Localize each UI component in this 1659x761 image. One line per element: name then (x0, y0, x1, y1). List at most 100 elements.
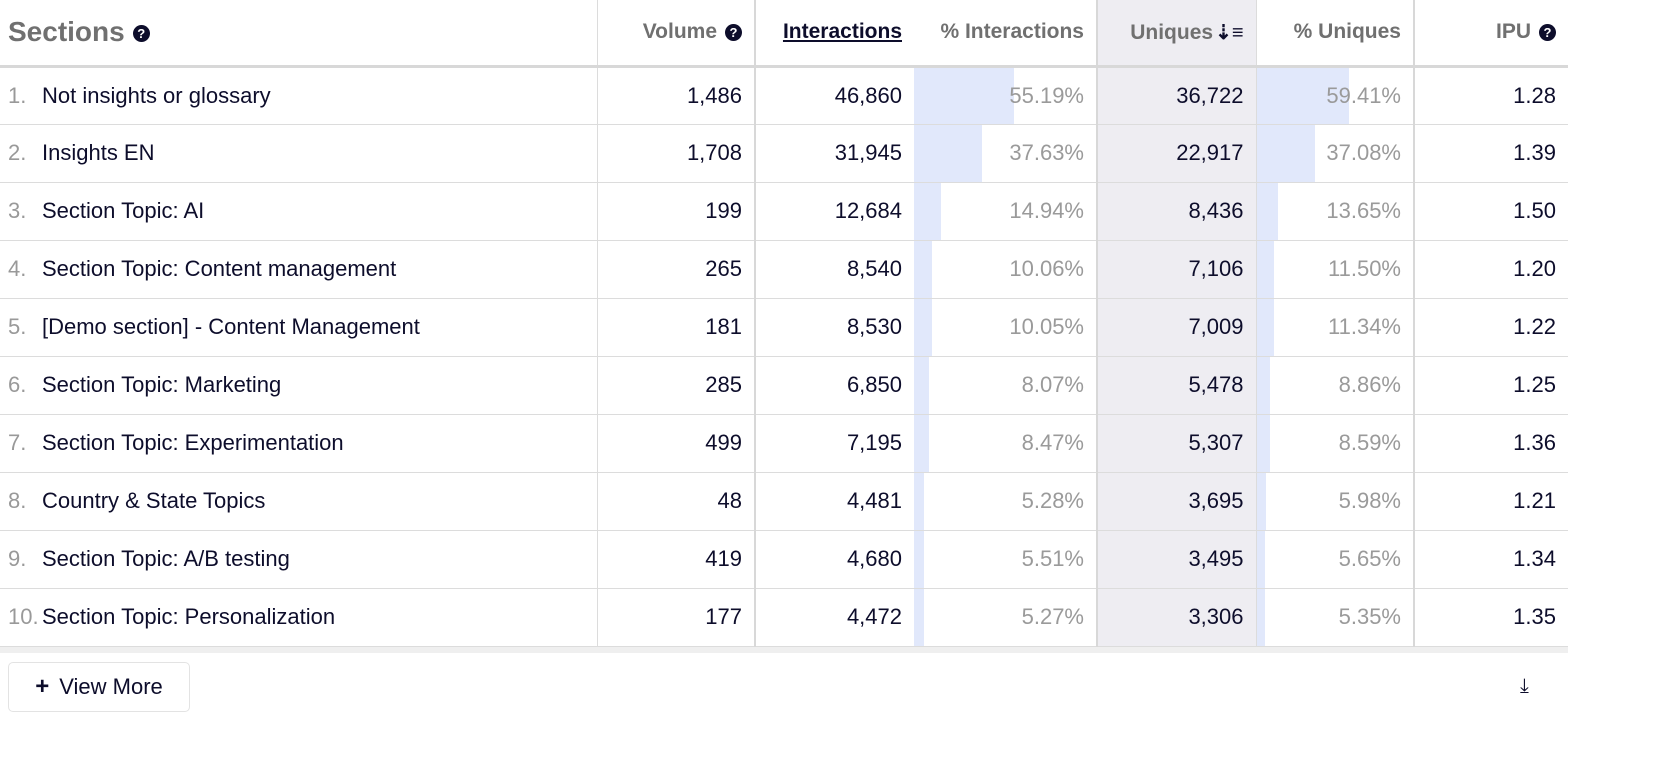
volume-cell: 1,486 (596, 66, 755, 125)
volume-cell: 285 (596, 356, 755, 415)
pct-uniques-bar (1256, 356, 1271, 414)
section-name: Section Topic: Experimentation (42, 430, 344, 455)
pct-uniques-bar (1256, 588, 1265, 646)
pct-interactions-cell: 10.05% (914, 298, 1097, 357)
table-row[interactable]: 2. Insights EN 1,708 31,945 37.63% 22,917… (0, 124, 1568, 183)
pct-interactions-bar (914, 298, 933, 356)
rank: 3. (8, 198, 27, 223)
volume-cell: 265 (596, 240, 755, 299)
column-label: Interactions (782, 20, 902, 44)
ipu-cell: 1.35 (1413, 588, 1568, 647)
interactions-cell: 12,684 (754, 182, 914, 241)
column-interactions[interactable]: Interactions (754, 0, 914, 68)
pct-interactions-bar (914, 182, 942, 240)
section-name: Section Topic: Personalization (42, 604, 336, 629)
volume-cell: 48 (596, 472, 755, 531)
section-name-cell[interactable]: 6. Section Topic: Marketing (0, 356, 597, 415)
interactions-cell: 4,481 (754, 472, 914, 531)
section-name-cell[interactable]: 7. Section Topic: Experimentation (0, 414, 597, 473)
column-pct-uniques[interactable]: % Uniques (1255, 0, 1414, 68)
pct-interactions-value: 8.07% (1021, 372, 1084, 397)
sort-descending-icon[interactable]: ⇣≡ (1215, 21, 1244, 44)
section-name-cell[interactable]: 10. Section Topic: Personalization (0, 588, 597, 647)
ipu-cell: 1.28 (1413, 66, 1568, 125)
pct-interactions-bar (914, 124, 983, 182)
ipu-cell: 1.20 (1413, 240, 1568, 299)
table-row[interactable]: 9. Section Topic: A/B testing 419 4,680 5… (0, 530, 1568, 589)
uniques-cell: 7,106 (1096, 240, 1256, 299)
pct-interactions-value: 5.27% (1021, 604, 1084, 629)
ipu-cell: 1.50 (1413, 182, 1568, 241)
interactions-cell: 8,540 (754, 240, 914, 299)
table-row[interactable]: 8. Country & State Topics 48 4,481 5.28% … (0, 472, 1568, 531)
table-row[interactable]: 5. [Demo section] - Content Management 18… (0, 298, 1568, 357)
pct-uniques-cell: 11.50% (1255, 240, 1414, 299)
section-name-cell[interactable]: 8. Country & State Topics (0, 472, 597, 531)
pct-uniques-value: 5.65% (1338, 546, 1401, 571)
pct-interactions-bar (914, 472, 924, 530)
table-header: Sections? Volume? Interactions % Interac… (0, 0, 1568, 68)
section-name-cell[interactable]: 4. Section Topic: Content management (0, 240, 597, 299)
volume-cell: 177 (596, 588, 755, 647)
section-name-cell[interactable]: 5. [Demo section] - Content Management (0, 298, 597, 357)
help-icon[interactable]: ? (1539, 24, 1556, 42)
rank: 8. (8, 488, 27, 513)
column-label: IPU (1495, 20, 1531, 44)
interactions-cell: 7,195 (754, 414, 914, 473)
section-name-cell[interactable]: 1. Not insights or glossary (0, 66, 597, 125)
table-row[interactable]: 1. Not insights or glossary 1,486 46,860 … (0, 66, 1568, 125)
section-name: Section Topic: Content management (42, 256, 397, 281)
column-volume[interactable]: Volume? (596, 0, 755, 68)
pct-uniques-value: 13.65% (1326, 198, 1401, 223)
interactions-cell: 6,850 (754, 356, 914, 415)
ipu-cell: 1.25 (1413, 356, 1568, 415)
column-ipu[interactable]: IPU? (1413, 0, 1568, 68)
pct-interactions-cell: 37.63% (914, 124, 1097, 183)
section-name: [Demo section] - Content Management (42, 314, 420, 339)
pct-uniques-cell: 5.65% (1255, 530, 1414, 589)
pct-interactions-cell: 14.94% (914, 182, 1097, 241)
column-label: % Uniques (1293, 20, 1401, 44)
rank: 6. (8, 372, 27, 397)
pct-uniques-value: 11.50% (1328, 256, 1401, 281)
ipu-cell: 1.21 (1413, 472, 1568, 531)
pct-uniques-bar (1256, 67, 1350, 124)
column-label: Volume (642, 20, 717, 44)
pct-uniques-value: 59.41% (1326, 82, 1401, 108)
sections-header: Sections? (0, 0, 597, 68)
uniques-cell: 3,306 (1096, 588, 1256, 647)
pct-interactions-bar (914, 356, 929, 414)
rank: 5. (8, 314, 27, 339)
pct-uniques-bar (1256, 530, 1266, 588)
uniques-cell: 3,695 (1096, 472, 1256, 531)
pct-interactions-value: 37.63% (1009, 140, 1084, 165)
ipu-cell: 1.34 (1413, 530, 1568, 589)
table-row[interactable]: 4. Section Topic: Content management 265 … (0, 240, 1568, 299)
section-name: Section Topic: AI (42, 198, 205, 223)
pct-interactions-value: 10.06% (1009, 256, 1084, 281)
view-more-button[interactable]: + View More (8, 661, 190, 712)
view-more-label: View More (59, 673, 163, 699)
table-row[interactable]: 10. Section Topic: Personalization 177 4,… (0, 588, 1568, 647)
rank: 1. (8, 82, 27, 108)
table-title: Sections (8, 16, 125, 48)
help-icon[interactable]: ? (132, 25, 150, 43)
table-row[interactable]: 6. Section Topic: Marketing 285 6,850 8.0… (0, 356, 1568, 415)
section-name-cell[interactable]: 9. Section Topic: A/B testing (0, 530, 597, 589)
rank: 7. (8, 430, 27, 455)
rank: 9. (8, 546, 27, 571)
help-icon[interactable]: ? (725, 24, 742, 42)
section-name-cell[interactable]: 2. Insights EN (0, 124, 597, 183)
pct-uniques-bar (1256, 298, 1275, 356)
column-pct-interactions[interactable]: % Interactions (914, 0, 1097, 68)
pct-uniques-bar (1256, 240, 1275, 298)
volume-cell: 199 (596, 182, 755, 241)
section-name-cell[interactable]: 3. Section Topic: AI (0, 182, 597, 241)
column-uniques[interactable]: Uniques ⇣≡ (1096, 0, 1256, 68)
download-icon[interactable]: ⤓ (1520, 674, 1529, 697)
section-name: Section Topic: Marketing (42, 372, 282, 397)
table-row[interactable]: 3. Section Topic: AI 199 12,684 14.94% 8,… (0, 182, 1568, 241)
pct-uniques-value: 5.35% (1338, 604, 1401, 629)
pct-interactions-bar (914, 240, 933, 298)
table-row[interactable]: 7. Section Topic: Experimentation 499 7,1… (0, 414, 1568, 473)
